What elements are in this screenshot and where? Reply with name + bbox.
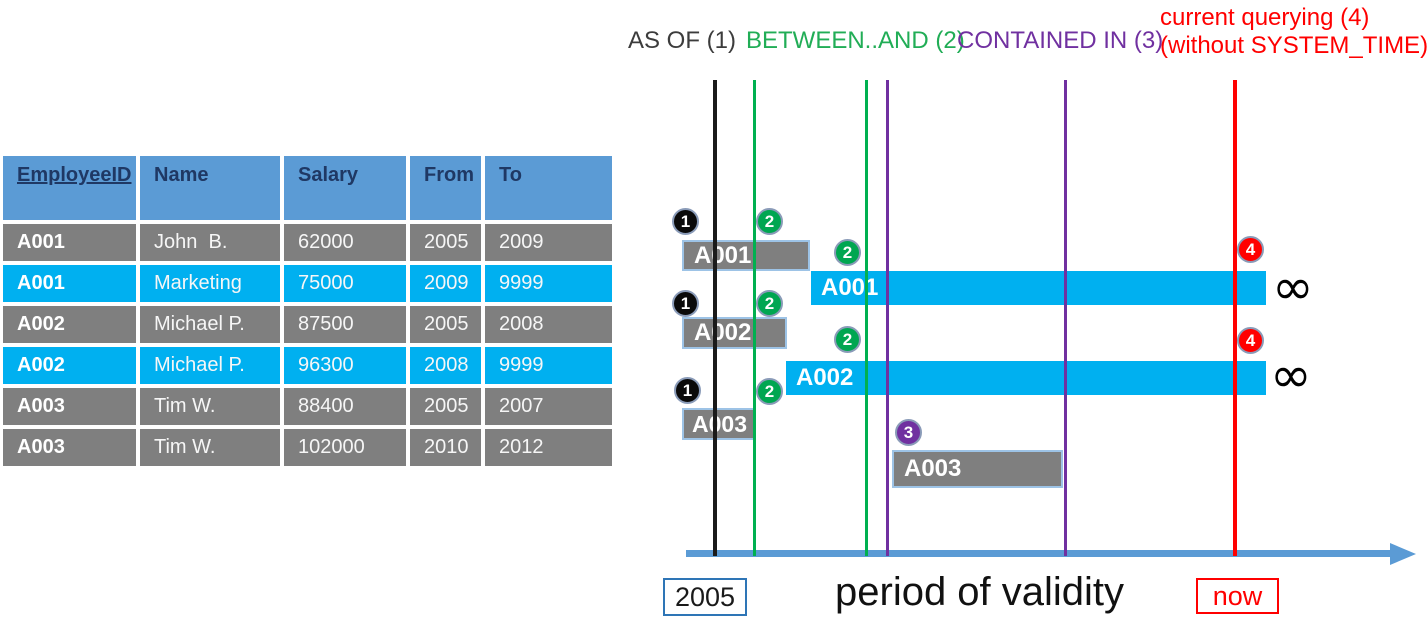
cell-to: 2012 [485, 429, 612, 466]
cell-employeeid: A003 [3, 388, 136, 425]
validity-bar-a001-history: A001 [682, 240, 810, 271]
cell-salary: 75000 [284, 265, 406, 302]
cell-from: 2008 [410, 347, 481, 384]
infinity-symbol-a001: ∞ [1272, 258, 1314, 316]
cell-to: 2009 [485, 224, 612, 261]
cell-name: Tim W. [140, 429, 280, 466]
bar-label: A002 [694, 319, 752, 346]
cell-to: 2007 [485, 388, 612, 425]
marker-1-as-of: 1 [672, 208, 699, 235]
cell-name: Tim W. [140, 388, 280, 425]
axis-now-box: now [1196, 578, 1279, 614]
axis-start-year-box: 2005 [663, 578, 747, 616]
time-axis [686, 550, 1392, 557]
cell-name: Michael P. [140, 347, 280, 384]
validity-bar-a002-current: A002 [786, 361, 1266, 395]
column-header-employeeid: EmployeeID [3, 156, 136, 220]
legend-contained-in: CONTAINED IN (3) [957, 27, 1164, 54]
bar-label: A001 [694, 241, 752, 269]
marker-2-between-and: 2 [756, 208, 783, 235]
column-header-name: Name [140, 156, 280, 220]
now-line [1233, 80, 1237, 556]
legend-current-querying: current querying (4) (without SYSTEM_TIM… [1160, 4, 1428, 60]
marker-4-current-querying: 4 [1237, 236, 1264, 263]
marker-1-as-of: 1 [672, 290, 699, 317]
validity-bar-a003-history-2: A003 [892, 450, 1063, 488]
cell-salary: 62000 [284, 224, 406, 261]
marker-2-between-and: 2 [834, 239, 861, 266]
validity-bar-a001-current: A001 [811, 271, 1266, 305]
contained-in-start-line [886, 80, 889, 556]
between-and-end-line [865, 80, 868, 556]
column-header-from: From [410, 156, 481, 220]
cell-to: 9999 [485, 347, 612, 384]
infinity-symbol-a002: ∞ [1270, 346, 1312, 404]
cell-salary: 96300 [284, 347, 406, 384]
cell-employeeid: A001 [3, 265, 136, 302]
bar-label: A003 [692, 410, 747, 437]
cell-name: Marketing [140, 265, 280, 302]
cell-from: 2010 [410, 429, 481, 466]
marker-3-contained-in: 3 [895, 419, 922, 446]
cell-name: Michael P. [140, 306, 280, 343]
cell-from: 2009 [410, 265, 481, 302]
employee-table: EmployeeID Name Salary From To A001 John… [3, 156, 612, 466]
between-and-start-line [753, 80, 756, 556]
cell-to: 2008 [485, 306, 612, 343]
as-of-line [713, 80, 717, 556]
axis-title: period of validity [835, 570, 1125, 614]
cell-from: 2005 [410, 388, 481, 425]
cell-employeeid: A002 [3, 347, 136, 384]
bar-label: A003 [904, 455, 962, 482]
marker-2-between-and: 2 [756, 378, 783, 405]
cell-employeeid: A002 [3, 306, 136, 343]
cell-employeeid: A003 [3, 429, 136, 466]
cell-salary: 87500 [284, 306, 406, 343]
bar-label: A002 [796, 364, 854, 391]
marker-1-as-of: 1 [674, 377, 701, 404]
cell-salary: 88400 [284, 388, 406, 425]
legend-current-querying-line2: (without SYSTEM_TIME) [1160, 32, 1428, 59]
validity-bar-a003-history-1: A003 [682, 408, 755, 440]
cell-to: 9999 [485, 265, 612, 302]
cell-from: 2005 [410, 306, 481, 343]
bar-label: A001 [821, 274, 879, 301]
validity-bar-a002-history: A002 [682, 317, 787, 349]
legend-between-and: BETWEEN..AND (2) [746, 27, 965, 54]
marker-2-between-and: 2 [834, 326, 861, 353]
column-header-to: To [485, 156, 612, 220]
marker-4-current-querying: 4 [1237, 327, 1264, 354]
cell-salary: 102000 [284, 429, 406, 466]
cell-name: John B. [140, 224, 280, 261]
legend-as-of: AS OF (1) [628, 27, 737, 54]
cell-from: 2005 [410, 224, 481, 261]
contained-in-end-line [1064, 80, 1067, 556]
column-header-salary: Salary [284, 156, 406, 220]
legend-current-querying-line1: current querying (4) [1160, 4, 1370, 31]
marker-2-between-and: 2 [756, 290, 783, 317]
cell-employeeid: A001 [3, 224, 136, 261]
time-axis-arrowhead-icon [1390, 543, 1416, 565]
